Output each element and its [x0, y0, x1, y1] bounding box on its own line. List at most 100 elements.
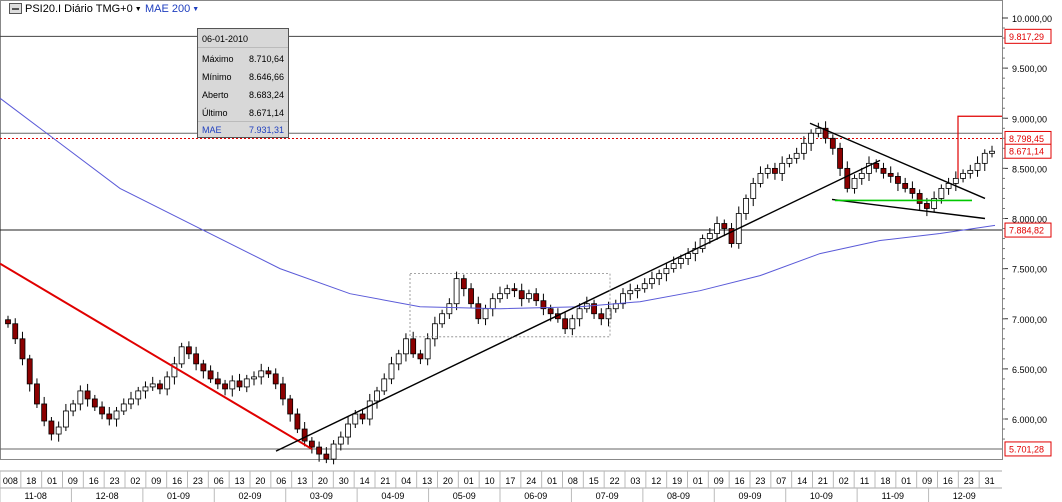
y-axis: 10.000,00 9.500,00 9.000,00 8.500,00 8.000,0…: [1002, 14, 1052, 440]
x-day-label: 12: [651, 476, 661, 486]
candle-body: [243, 378, 250, 388]
candle-body: [764, 167, 771, 174]
x-day-label: 23: [964, 476, 974, 486]
candle-body: [489, 298, 496, 310]
x-day-label: 02: [130, 476, 140, 486]
candle-body: [793, 152, 800, 159]
candle-body: [634, 288, 641, 292]
y-tick-label: 7.500,00: [1012, 265, 1047, 275]
candle-body: [301, 428, 308, 442]
x-day-label: 06: [276, 476, 286, 486]
x-day-label: 23: [110, 476, 120, 486]
x-day-label: 31: [985, 476, 995, 486]
candle-body: [808, 132, 815, 144]
candle-body: [251, 376, 257, 380]
candle-body: [41, 403, 48, 422]
candle-body: [851, 177, 858, 189]
y-tick-label: 6.500,00: [1012, 365, 1047, 375]
y-tick-label: 8.500,00: [1012, 164, 1047, 174]
candle-body: [887, 172, 894, 177]
candle-body: [511, 288, 518, 292]
x-day-label: 18: [26, 476, 36, 486]
candle-body: [359, 413, 366, 420]
candle-body: [48, 420, 55, 435]
candle-body: [26, 358, 33, 385]
x-day-label: 23: [755, 476, 765, 486]
candle-body: [909, 188, 916, 194]
candle-body: [77, 390, 84, 405]
candle-body: [366, 400, 373, 420]
candle-body: [171, 363, 178, 378]
drawing-lines: [0, 97, 1002, 452]
x-day-label: 008: [3, 476, 18, 486]
candlesticks: [5, 121, 995, 465]
candle-body: [605, 308, 612, 320]
candle-body: [880, 167, 887, 174]
candle-body: [482, 308, 489, 320]
x-day-label: 16: [172, 476, 182, 486]
x-month-label: 11-08: [25, 491, 47, 501]
tooltip-row-ma: MAE 7.931,31: [202, 125, 284, 135]
x-day-label: 09: [151, 476, 161, 486]
candle-body: [895, 175, 901, 184]
x-axis: 008 18 01 09 16 23 02 09 16 23 06 13 20 06 13 20 30 14 21 0…: [0, 471, 995, 502]
x-day-label: 03: [630, 476, 640, 486]
price-tag-label: 9.817,29: [1009, 32, 1044, 42]
candle-body: [677, 258, 684, 265]
tooltip-date: 06-01-2010: [202, 34, 249, 44]
candle-body: [323, 453, 330, 460]
candle-body: [316, 446, 323, 455]
tooltip-row-max: Máximo 8.710,64: [202, 54, 284, 64]
downtrend-line: [0, 262, 313, 450]
x-day-label: 21: [818, 476, 828, 486]
x-month-label: 12-08: [96, 491, 119, 501]
candle-body: [837, 147, 843, 169]
candle-body: [84, 390, 91, 400]
data-tooltip: 06-01-2010 Máximo 8.710,64 Mínimo 8.646,66…: [197, 28, 289, 138]
symbol-selector[interactable]: PSI20.I Diário TMG+0 ▼: [25, 3, 142, 15]
tooltip-row-min: Mínimo 8.646,66: [202, 72, 284, 82]
price-tag-label: 5.701,28: [1009, 444, 1044, 454]
x-day-label: 13: [422, 476, 432, 486]
x-day-label: 20: [255, 476, 265, 486]
candle-body: [533, 293, 540, 302]
candle-body: [822, 127, 829, 139]
y-tick-label: 10.000,00: [1012, 14, 1052, 24]
candle-body: [135, 390, 142, 400]
candle-body: [931, 198, 938, 209]
candle-body: [938, 188, 945, 199]
candle-body: [670, 263, 677, 270]
indicator-selector[interactable]: MAE 200 ▼: [145, 3, 199, 15]
x-day-label: 01: [547, 476, 557, 486]
x-day-label: 30: [339, 476, 349, 486]
candle-body: [424, 338, 431, 360]
candle-body: [410, 338, 417, 355]
candle-body: [743, 198, 749, 214]
channel-upper-line: [809, 122, 986, 200]
candle-body: [902, 183, 909, 189]
candle-body: [960, 172, 966, 179]
price-tag-label: 7.884,82: [1009, 226, 1044, 236]
price-tag-box: [1004, 222, 1052, 238]
candle-body: [345, 423, 351, 438]
price-tag-box: [1004, 441, 1052, 457]
x-day-label: 20: [443, 476, 453, 486]
candle-body: [873, 162, 880, 169]
candle-body: [280, 383, 286, 400]
candle-body: [547, 308, 554, 315]
chart-header: PSI20.I Diário TMG+0 ▼ MAE 200 ▼: [0, 0, 1002, 18]
candle-body: [164, 376, 171, 390]
x-month-label: 01-09: [167, 491, 190, 501]
x-day-label: 13: [297, 476, 307, 486]
channel-lower-line: [831, 198, 986, 220]
x-day-label: 14: [360, 476, 370, 486]
price-tag-box: [1004, 28, 1052, 44]
candle-body: [989, 150, 995, 154]
candle-body: [91, 398, 98, 408]
candle-body: [916, 193, 923, 204]
candle-body: [952, 177, 959, 184]
chart-type-icon[interactable]: [9, 3, 22, 14]
candle-body: [562, 318, 569, 330]
